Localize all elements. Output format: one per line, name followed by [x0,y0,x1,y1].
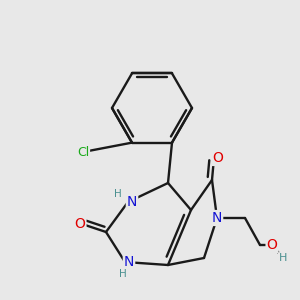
Text: N: N [124,255,134,269]
Text: O: O [213,151,224,165]
Text: O: O [75,217,86,231]
Text: H: H [279,253,287,263]
Text: Cl: Cl [77,146,89,158]
Text: N: N [127,195,137,209]
Text: H: H [114,189,122,199]
Text: H: H [119,269,127,279]
Text: N: N [212,211,222,225]
Text: O: O [267,238,278,252]
